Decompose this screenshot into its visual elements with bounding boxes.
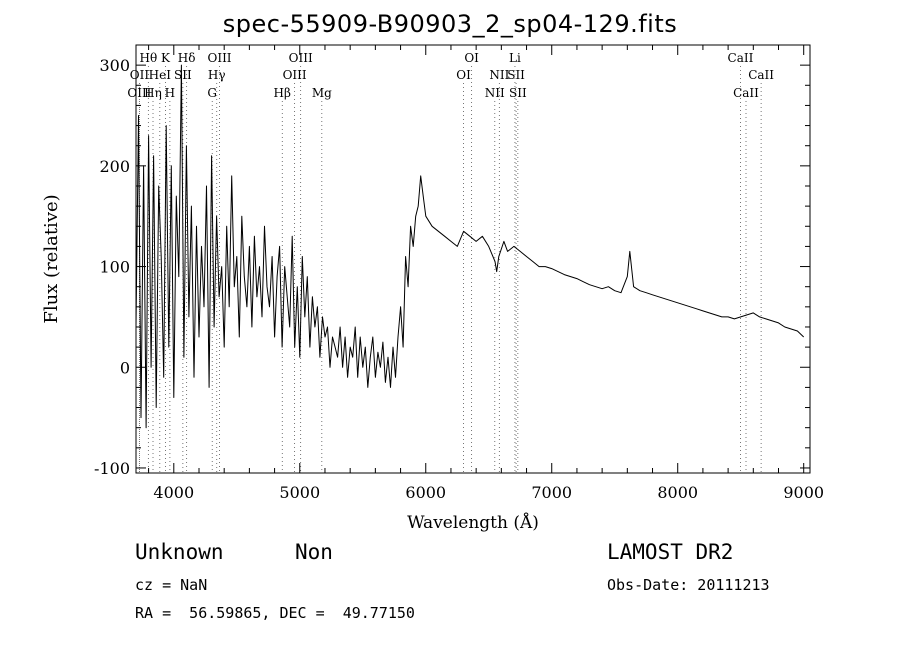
line-marker-label: OIII [283, 68, 307, 82]
x-tick-label: 4000 [153, 483, 194, 502]
spectrum-line [135, 64, 805, 429]
line-marker-label: SII [509, 86, 527, 100]
spectrum-layer [135, 64, 805, 429]
line-marker-label: NII [489, 68, 509, 82]
line-marker-label: OI [456, 68, 471, 82]
x-tick-label: 6000 [405, 483, 446, 502]
line-marker-label: K [161, 51, 171, 65]
axes: 4000 5000 6000 7000 8000 9000 -100 0 100 200 300 [94, 45, 824, 502]
line-marker-label: Hβ [274, 86, 291, 100]
chart-title: spec-55909-B90903_2_sp04-129.fits [222, 10, 678, 38]
line-marker-label: Hγ [208, 68, 226, 82]
y-tick-label: 100 [99, 258, 130, 277]
survey-label: LAMOST DR2 [607, 540, 734, 564]
line-markers: Hθ OII OIII K HeI Hη SII H Hδ OIII Hγ G Hβ OIII OIII Mg… [127, 51, 774, 473]
line-marker-label: OIII [127, 86, 151, 100]
y-axis-label: Flux (relative) [41, 194, 62, 323]
line-marker-label: OI [464, 51, 479, 65]
x-tick-label: 7000 [531, 483, 572, 502]
y-tick-label: 0 [120, 358, 130, 377]
x-tick-label: 9000 [783, 483, 824, 502]
line-marker-label: Hη [144, 86, 162, 100]
class-label: Unknown [135, 540, 224, 564]
line-marker-label: OII [130, 68, 150, 82]
line-marker-label: NII [485, 86, 505, 100]
line-marker-label: SII [174, 68, 192, 82]
y-tick-label: 200 [99, 157, 130, 176]
x-tick-label: 5000 [279, 483, 320, 502]
line-marker-label: SII [507, 68, 525, 82]
line-marker-label: Mg [312, 86, 332, 100]
x-axis-label: Wavelength (Å) [407, 512, 539, 533]
line-marker-label: Hθ [139, 51, 157, 65]
plot-frame [135, 44, 811, 474]
line-marker-label: Hδ [178, 51, 196, 65]
cz-text: cz = NaN [135, 576, 208, 594]
y-tick-label: -100 [94, 459, 130, 478]
coords-text: RA = 56.59865, DEC = 49.77150 [135, 604, 415, 622]
line-marker-label: CaII [728, 51, 754, 65]
line-marker-label: OIII [289, 51, 313, 65]
line-marker-label: CaII [748, 68, 774, 82]
line-marker-label: OIII [207, 51, 231, 65]
line-marker-label: G [207, 86, 217, 100]
y-tick-label: 300 [99, 56, 130, 75]
subclass-label: Non [295, 540, 333, 564]
line-marker-label: H [165, 86, 175, 100]
line-marker-label: HeI [149, 68, 172, 82]
line-marker-label: Li [509, 51, 521, 65]
x-tick-label: 8000 [657, 483, 698, 502]
obs-date-text: Obs-Date: 20111213 [607, 576, 770, 594]
line-marker-label: CaII [733, 86, 759, 100]
